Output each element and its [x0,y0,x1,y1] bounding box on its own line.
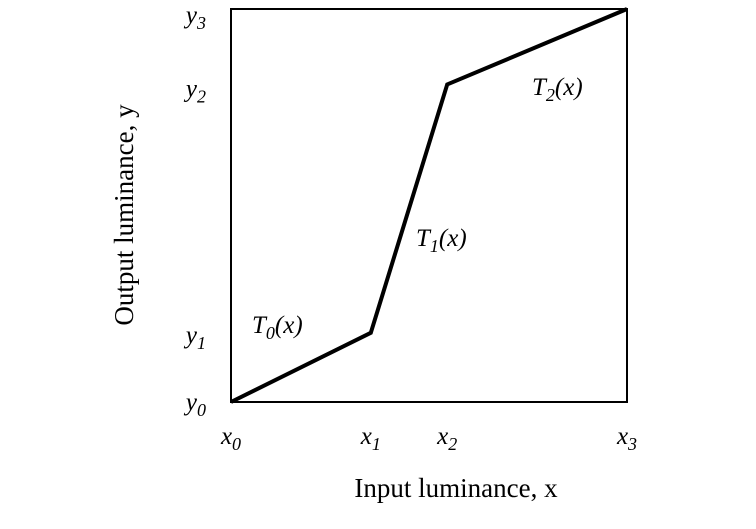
y-tick-label-1-subscript: 1 [197,333,206,353]
transfer-curve [230,7,628,404]
x-tick-label-3-base: x [616,423,628,450]
y-tick-label-1-base: y [183,322,198,349]
plot-frame [230,8,628,403]
y-tick-label-0: y0 [183,389,206,420]
x-tick-label-1-subscript: 1 [372,434,381,454]
x-tick-label-2-base: x [436,423,448,450]
segment-label-t2: T2(x) [532,74,583,105]
x-tick-label-2: x2 [436,423,457,454]
y-axis-title: Output luminance, y [109,104,139,326]
y-tick-label-2-base: y [183,75,198,102]
segment-label-t1: T1(x) [416,225,467,256]
y-tick-label-3: y3 [183,2,206,33]
x-tick-label-1-base: x [360,423,372,450]
y-tick-label-0-subscript: 0 [197,400,206,420]
y-tick-label-2: y2 [183,75,206,106]
x-tick-label-0-base: x [220,423,232,450]
segment-labels: T0(x) T1(x) T2(x) [252,74,583,343]
x-tick-label-3: x3 [616,423,637,454]
x-tick-label-2-subscript: 2 [448,434,457,454]
y-tick-label-2-subscript: 2 [197,86,206,106]
x-tick-label-1: x1 [360,423,381,454]
x-tick-label-0-subscript: 0 [232,434,241,454]
y-tick-label-3-subscript: 3 [196,13,206,33]
y-tick-label-1: y1 [183,322,206,353]
x-tick-label-0: x0 [220,423,241,454]
y-tick-label-0-base: y [183,389,198,416]
x-tick-label-3-subscript: 3 [627,434,637,454]
x-axis-title: Input luminance, x [354,473,558,503]
x-tick-labels: x0 x1 x2 x3 [220,423,637,454]
segment-label-t0: T0(x) [252,312,303,343]
y-tick-label-3-base: y [183,2,198,29]
